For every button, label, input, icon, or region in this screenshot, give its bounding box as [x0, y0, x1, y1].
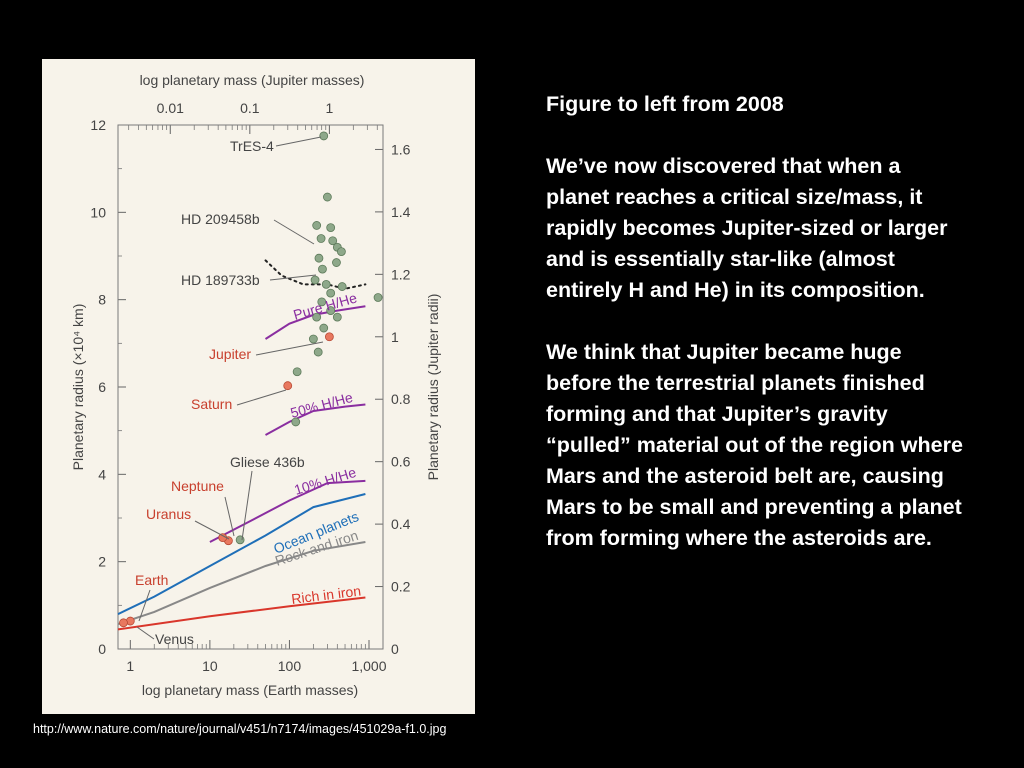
x-top-tick-label: 0.1 — [240, 100, 260, 116]
leader-gliese436b — [241, 470, 253, 541]
x-top-tick-label: 1 — [325, 100, 333, 116]
exoplanet-point — [292, 367, 302, 377]
label-gliese436b: Gliese 436b — [230, 454, 305, 470]
slide-paragraph-1: We’ve now discovered that when a planet … — [546, 154, 948, 302]
leader-earth — [138, 589, 151, 622]
exoplanet-point — [312, 312, 322, 322]
leader-venus — [136, 626, 155, 640]
x-tick-label: 1,000 — [351, 658, 386, 674]
label-hd189733b: HD 189733b — [181, 272, 260, 288]
bottom-axis-label: log planetary mass (Earth masses) — [142, 682, 358, 698]
model-curve-5 — [117, 596, 366, 631]
label-neptune: Neptune — [171, 478, 224, 494]
y-tick-label: 0 — [98, 641, 106, 657]
curve-label-50-h-he: 50% H/He — [289, 389, 355, 421]
solar-planet-point — [283, 381, 293, 391]
label-tres4: TrES-4 — [230, 138, 274, 154]
y-right-tick-label: 1 — [391, 329, 399, 345]
y-right-tick-label: 0.4 — [391, 516, 411, 532]
exoplanet-point — [308, 334, 318, 344]
dotted-curve — [264, 259, 367, 290]
exoplanet-point — [291, 417, 301, 427]
figure-panel: 1 10 100 1,000 0.01 0.1 1 0 2 4 6 8 10 12 0 0.2 0.4 0.6 0.… — [42, 59, 475, 714]
y-tick-label: 4 — [98, 466, 106, 482]
left-axis-label: Planetary radius (×10⁴ km) — [70, 304, 86, 471]
label-saturn: Saturn — [191, 396, 232, 412]
y-right-tick-label: 0.6 — [391, 454, 411, 470]
exoplanet-point — [326, 223, 336, 233]
exoplanet-point — [328, 236, 338, 246]
exoplanet-point — [316, 234, 326, 243]
exoplanet-point — [326, 288, 336, 298]
curve-label-rich-iron: Rich in iron — [290, 583, 361, 607]
slide-heading: Figure to left from 2008 — [546, 92, 784, 116]
exoplanet-point — [313, 347, 323, 357]
label-venus: Venus — [155, 631, 194, 647]
model-curve-2 — [209, 479, 366, 543]
leader-hd209458b — [273, 219, 315, 245]
exoplanet-point — [310, 275, 320, 285]
solar-planet-point — [119, 618, 128, 628]
curve-label-pure-h-he: Pure H/He — [291, 289, 358, 322]
model-curve-4 — [117, 541, 366, 626]
leader-saturn — [236, 389, 287, 406]
exoplanet-point — [332, 312, 342, 322]
leader-neptune — [224, 496, 235, 537]
slide-text-panel: Figure to left from 2008 We’ve now disco… — [546, 89, 966, 585]
x-tick-label: 100 — [278, 658, 302, 674]
exoplanet-point — [317, 297, 327, 307]
y-tick-label: 6 — [98, 379, 106, 395]
exoplanet-point — [337, 282, 347, 291]
exoplanet-point — [319, 131, 329, 141]
exoplanet-point — [318, 264, 327, 274]
x-top-tick-label: 0.01 — [157, 100, 184, 116]
y-right-tick-label: 0 — [391, 641, 399, 657]
exoplanet-point — [337, 247, 346, 257]
exoplanet-point — [373, 293, 383, 302]
exoplanet-point — [326, 306, 336, 315]
leader-tres4 — [275, 136, 322, 147]
exoplanet-point — [321, 279, 331, 289]
source-url: http://www.nature.com/nature/journal/v45… — [33, 722, 447, 736]
leader-hd189733b — [269, 274, 317, 281]
y-right-tick-label: 1.2 — [391, 266, 411, 282]
plot-frame — [117, 124, 384, 650]
x-tick-label: 10 — [202, 658, 218, 674]
y-tick-label: 10 — [90, 204, 106, 220]
x-tick-label: 1 — [126, 658, 134, 674]
slide-paragraph-2: We think that Jupiter became huge before… — [546, 340, 963, 550]
leader-jupiter — [255, 341, 324, 356]
model-curve-3 — [117, 493, 366, 616]
solar-planet-point — [324, 332, 334, 342]
y-right-tick-label: 1.4 — [391, 204, 411, 220]
y-right-tick-label: 0.2 — [391, 579, 411, 595]
label-uranus: Uranus — [146, 506, 191, 522]
exoplanet-point — [314, 253, 324, 263]
exoplanet-point — [322, 192, 332, 202]
label-earth: Earth — [135, 572, 168, 588]
right-axis-label: Planetary radius (Jupiter radii) — [425, 294, 441, 481]
y-tick-label: 12 — [90, 117, 106, 133]
exoplanet-point — [319, 323, 329, 333]
y-tick-label: 8 — [98, 292, 106, 308]
top-axis-label: log planetary mass (Jupiter masses) — [140, 72, 365, 88]
label-hd209458b: HD 209458b — [181, 211, 260, 227]
y-tick-label: 2 — [98, 554, 106, 570]
model-curve-1 — [265, 403, 366, 436]
label-jupiter: Jupiter — [209, 346, 251, 362]
leader-uranus — [194, 520, 230, 540]
y-right-tick-label: 0.8 — [391, 391, 411, 407]
exoplanet-point — [332, 258, 341, 267]
exoplanet-point — [312, 221, 322, 230]
y-right-tick-label: 1.6 — [391, 141, 411, 157]
